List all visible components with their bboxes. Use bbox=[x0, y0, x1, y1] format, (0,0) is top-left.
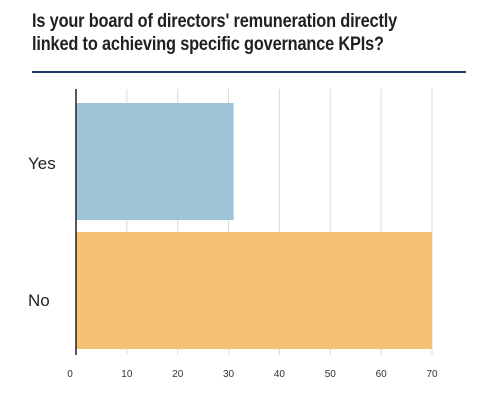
bars bbox=[76, 103, 432, 349]
title-divider bbox=[32, 71, 466, 73]
x-tick-label: 50 bbox=[325, 369, 337, 380]
x-tick-label: 30 bbox=[223, 369, 235, 380]
x-tick-labels: 0 10 20 30 40 50 60 70 bbox=[67, 369, 438, 380]
chart-title: Is your board of directors' remuneration… bbox=[32, 11, 398, 55]
category-labels: Yes No bbox=[28, 154, 56, 310]
x-tick-label: 10 bbox=[121, 369, 133, 380]
x-tick-label: 40 bbox=[274, 369, 286, 380]
x-tick-label: 70 bbox=[426, 369, 438, 380]
x-tick-label: 60 bbox=[376, 369, 388, 380]
bar-no bbox=[76, 232, 432, 349]
bar-yes bbox=[76, 103, 234, 220]
category-label-yes: Yes bbox=[28, 154, 56, 173]
x-tick-label: 0 bbox=[67, 369, 73, 380]
category-label-no: No bbox=[28, 291, 50, 310]
x-tick-label: 20 bbox=[172, 369, 184, 380]
